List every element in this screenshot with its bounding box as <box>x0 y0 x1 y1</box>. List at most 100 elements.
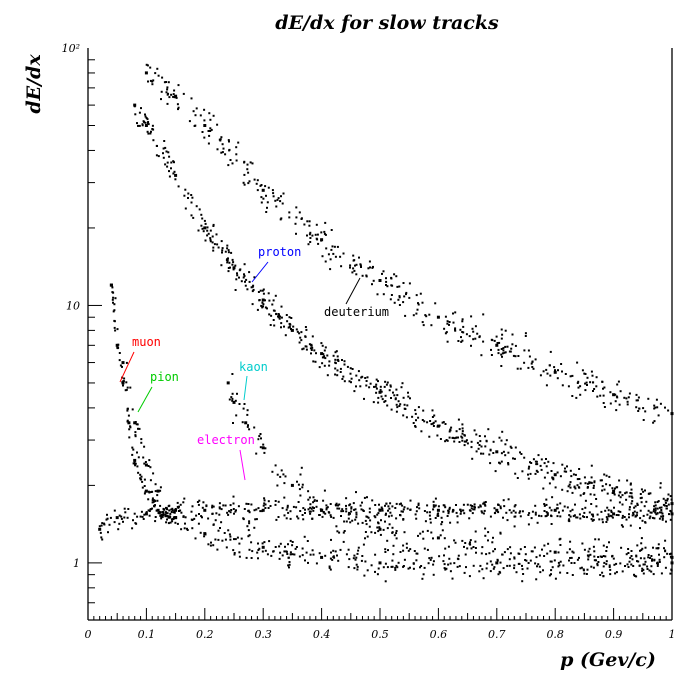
data-point <box>411 415 414 418</box>
data-point <box>484 445 487 448</box>
data-point <box>318 552 321 555</box>
data-point <box>281 554 284 557</box>
data-point <box>114 297 117 300</box>
data-point <box>378 561 382 565</box>
data-point <box>267 186 270 189</box>
data-point <box>238 551 241 554</box>
data-point <box>244 280 246 283</box>
data-point <box>229 538 232 541</box>
data-point <box>154 483 157 486</box>
data-point <box>206 234 209 237</box>
data-point <box>198 513 200 515</box>
data-point <box>256 308 259 311</box>
data-point <box>550 569 553 572</box>
data-point <box>417 303 420 306</box>
data-point <box>309 347 312 350</box>
data-point <box>282 473 285 476</box>
data-point <box>203 219 206 222</box>
data-point <box>572 551 575 554</box>
data-point <box>248 522 251 525</box>
data-point <box>246 409 249 412</box>
data-point <box>595 505 598 508</box>
data-point <box>596 513 599 516</box>
data-point <box>402 565 405 568</box>
data-point <box>626 563 629 566</box>
data-point <box>172 172 175 175</box>
data-point <box>499 507 502 510</box>
data-point <box>280 316 283 319</box>
data-point <box>234 510 237 513</box>
data-point <box>390 565 393 568</box>
data-point <box>238 403 241 405</box>
data-point <box>491 339 494 342</box>
data-point <box>203 124 207 127</box>
data-point <box>566 506 569 509</box>
data-point <box>632 565 635 567</box>
data-point <box>444 315 447 318</box>
data-point <box>231 263 234 266</box>
x-tick-label: 0.8 <box>546 628 564 641</box>
data-point <box>355 491 357 494</box>
data-point <box>439 438 442 440</box>
data-point <box>258 435 261 438</box>
data-point <box>174 508 178 512</box>
data-point <box>453 440 456 443</box>
data-point <box>629 482 632 485</box>
data-point <box>141 124 144 127</box>
data-point <box>403 531 406 534</box>
data-point <box>513 556 516 559</box>
data-point <box>156 67 159 70</box>
data-point <box>626 403 629 406</box>
data-point <box>364 531 367 533</box>
data-point <box>225 546 228 549</box>
data-point <box>266 553 269 556</box>
data-point <box>584 506 587 509</box>
data-point <box>212 246 215 249</box>
data-point <box>548 574 551 577</box>
data-point <box>405 542 408 545</box>
data-point <box>446 340 449 343</box>
data-point <box>498 341 501 344</box>
data-point <box>607 509 610 512</box>
data-point <box>644 489 646 492</box>
data-point <box>461 320 464 323</box>
data-point <box>356 552 359 555</box>
data-point <box>264 306 267 309</box>
data-point <box>415 419 417 422</box>
data-point <box>391 565 394 568</box>
data-point <box>136 465 139 468</box>
data-point <box>644 560 647 563</box>
data-point <box>385 277 387 280</box>
data-point <box>166 508 168 511</box>
data-point <box>242 517 245 520</box>
data-point <box>399 403 402 406</box>
data-point <box>610 509 613 512</box>
data-point <box>126 386 129 389</box>
data-point <box>123 516 126 519</box>
data-point <box>204 222 207 225</box>
data-point <box>371 283 373 286</box>
data-point <box>261 542 264 545</box>
data-point <box>649 515 652 518</box>
data-point <box>308 233 311 236</box>
data-point <box>571 550 574 553</box>
data-point <box>448 321 451 323</box>
data-point <box>604 509 607 512</box>
data-point <box>422 409 425 412</box>
data-point <box>168 170 170 173</box>
data-point <box>502 499 505 502</box>
data-point <box>237 141 240 144</box>
data-point <box>659 402 662 405</box>
data-point <box>576 361 579 364</box>
data-point <box>305 551 308 554</box>
data-point <box>312 360 315 363</box>
data-point <box>334 358 337 361</box>
data-point <box>398 295 401 298</box>
data-point <box>572 515 575 518</box>
data-point <box>441 521 444 523</box>
data-point <box>407 395 410 398</box>
data-point <box>311 517 314 520</box>
data-point <box>642 407 645 410</box>
data-point <box>426 421 429 424</box>
data-point <box>399 514 401 516</box>
